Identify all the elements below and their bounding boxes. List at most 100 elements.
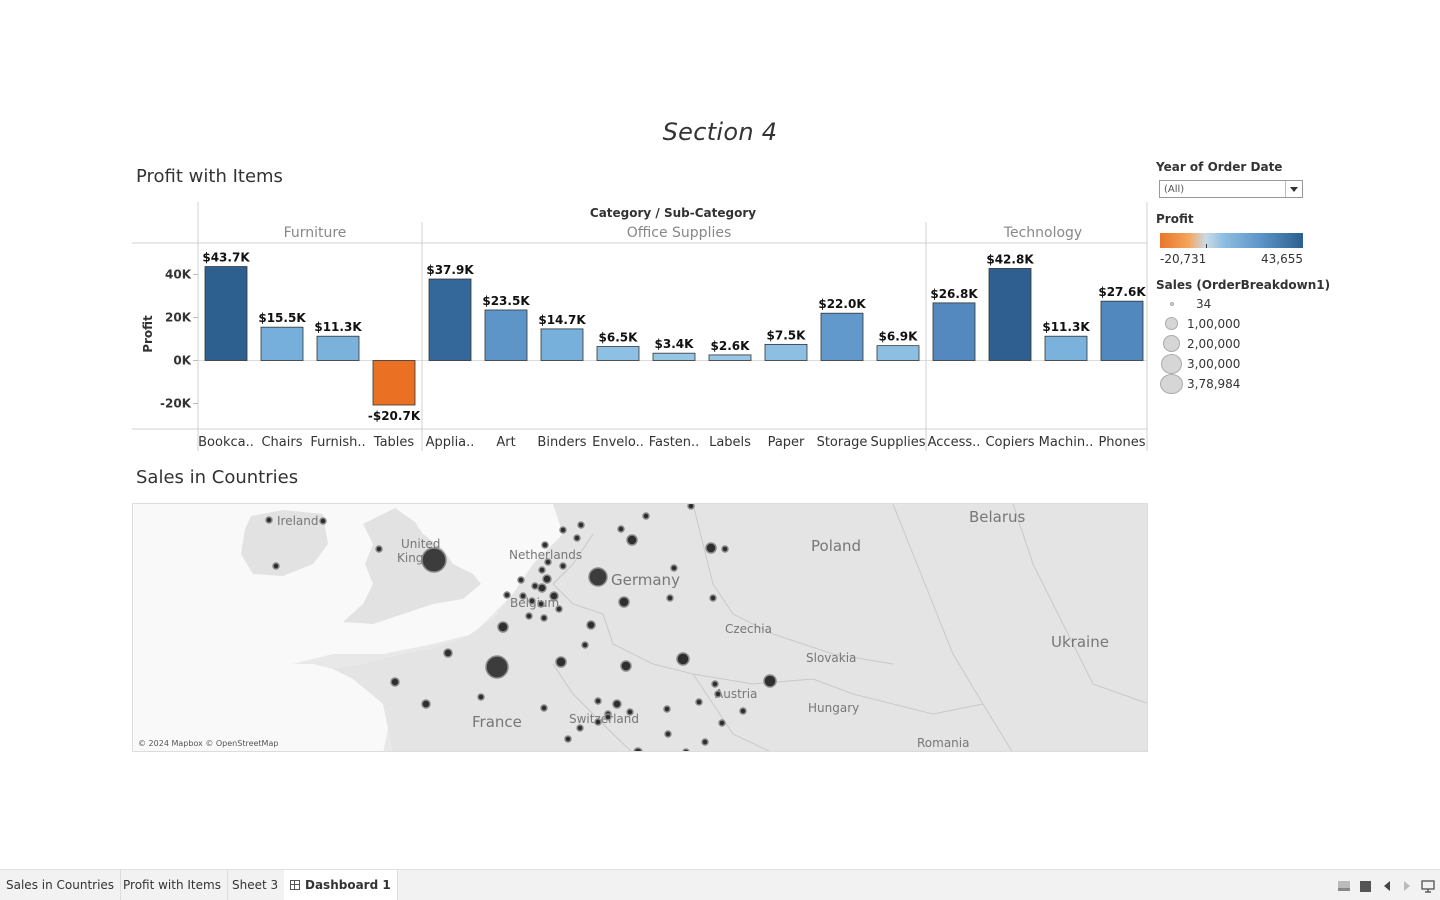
profit-bar[interactable]	[708, 354, 752, 361]
profit-bar[interactable]	[372, 360, 416, 406]
sales-bubble[interactable]	[538, 566, 546, 574]
sales-bubble[interactable]	[594, 697, 602, 705]
sales-bubble[interactable]	[626, 708, 634, 716]
sales-bubble[interactable]	[443, 648, 453, 658]
profit-bar[interactable]	[1044, 335, 1088, 361]
sales-bubble[interactable]	[687, 504, 695, 510]
next-sheet-icon[interactable]	[1398, 870, 1416, 900]
single-view-icon[interactable]	[1357, 870, 1375, 900]
profit-bar[interactable]	[540, 328, 584, 361]
sales-bubble[interactable]	[663, 705, 671, 713]
sales-bubble[interactable]	[555, 656, 567, 668]
sales-bubble[interactable]	[705, 542, 717, 554]
sales-map[interactable]: Ireland United King Netherlands Belgium …	[132, 503, 1148, 752]
sales-bubble[interactable]	[604, 713, 612, 721]
profit-bar[interactable]	[204, 266, 248, 361]
profit-bar[interactable]	[932, 302, 976, 361]
sales-bubble[interactable]	[676, 652, 690, 666]
sales-bubble[interactable]	[642, 512, 650, 520]
sales-bubble[interactable]	[531, 582, 539, 590]
sales-bubble[interactable]	[421, 699, 431, 709]
sales-bubble[interactable]	[564, 735, 572, 743]
sales-bubble[interactable]	[576, 724, 584, 732]
profit-bar[interactable]	[260, 326, 304, 361]
sales-bubble[interactable]	[542, 574, 552, 584]
profit-bar[interactable]	[876, 345, 920, 361]
map-canvas[interactable]: Ireland United King Netherlands Belgium …	[133, 504, 1148, 752]
profit-bar[interactable]	[428, 278, 472, 361]
category-label: Office Supplies	[627, 225, 732, 241]
sales-bubble[interactable]	[528, 597, 536, 605]
sales-bubble[interactable]	[503, 591, 511, 599]
sales-bubble[interactable]	[549, 591, 559, 601]
sales-bubble[interactable]	[540, 614, 548, 622]
sales-bubble[interactable]	[695, 698, 703, 706]
map-attribution[interactable]: © 2024 Mapbox © OpenStreetMap	[138, 739, 279, 748]
sales-bubble[interactable]	[573, 534, 581, 542]
sales-bubble[interactable]	[711, 680, 719, 688]
profit-bar[interactable]	[820, 312, 864, 361]
presentation-mode-icon[interactable]	[1419, 870, 1437, 900]
profit-bar[interactable]	[764, 343, 808, 361]
sales-bubble[interactable]	[577, 521, 585, 529]
profit-bar[interactable]	[1100, 300, 1144, 361]
sales-bubble[interactable]	[709, 594, 717, 602]
sales-bubble[interactable]	[581, 641, 589, 649]
sales-bubble[interactable]	[664, 730, 672, 738]
sales-bubble[interactable]	[620, 660, 632, 672]
sales-bubble[interactable]	[682, 748, 690, 752]
sales-bubble[interactable]	[626, 534, 638, 546]
tab-profit-with-items[interactable]: Profit with Items	[117, 870, 228, 900]
year-filter-dropdown[interactable]: (All)	[1159, 180, 1303, 198]
sales-bubble[interactable]	[375, 545, 383, 553]
sales-bubble[interactable]	[763, 674, 777, 688]
sales-bubble[interactable]	[537, 583, 547, 593]
bar-value-label: $2.6K	[711, 339, 751, 353]
sales-bubble[interactable]	[519, 592, 527, 600]
sales-bubble[interactable]	[390, 677, 400, 687]
sales-bubble[interactable]	[541, 541, 549, 549]
sales-bubble[interactable]	[421, 547, 447, 573]
sales-bubble[interactable]	[721, 545, 729, 553]
tab-sheet-3[interactable]: Sheet 3	[226, 870, 286, 900]
tab-sales-in-countries[interactable]: Sales in Countries	[0, 870, 122, 900]
sales-bubble[interactable]	[670, 564, 678, 572]
sales-bubble[interactable]	[272, 562, 280, 570]
sales-bubble[interactable]	[540, 704, 548, 712]
sales-bubble[interactable]	[666, 594, 674, 602]
sales-bubble[interactable]	[586, 620, 596, 630]
sales-bubble[interactable]	[485, 655, 509, 679]
sales-bubble[interactable]	[525, 612, 533, 620]
sales-bubble[interactable]	[718, 719, 726, 727]
profit-bar[interactable]	[316, 335, 360, 361]
filmstrip-view-icon[interactable]	[1335, 870, 1353, 900]
profit-bar[interactable]	[652, 352, 696, 361]
profit-bar-chart[interactable]: Category / Sub-Category Profit 40K 20K 0K -20…	[0, 0, 1150, 460]
sales-bubble[interactable]	[594, 718, 602, 726]
sales-bubble[interactable]	[265, 516, 273, 524]
sales-bubble[interactable]	[633, 747, 643, 752]
sales-bubble[interactable]	[517, 576, 525, 584]
profit-bar[interactable]	[988, 268, 1032, 361]
sales-bubble[interactable]	[612, 699, 622, 709]
sales-bubble[interactable]	[537, 600, 545, 608]
sales-bubble[interactable]	[559, 526, 567, 534]
sales-bubble[interactable]	[497, 621, 509, 633]
sales-bubble[interactable]	[701, 738, 709, 746]
profit-bar[interactable]	[484, 309, 528, 361]
profit-bar[interactable]	[596, 346, 640, 361]
previous-sheet-icon[interactable]	[1378, 870, 1396, 900]
sales-bubble[interactable]	[559, 562, 567, 570]
sales-bubble[interactable]	[739, 707, 747, 715]
sales-bubble[interactable]	[544, 558, 552, 566]
sales-map-title: Sales in Countries	[136, 467, 299, 488]
sales-bubble[interactable]	[477, 693, 485, 701]
sales-bubble[interactable]	[617, 525, 625, 533]
tab-dashboard-1[interactable]: Dashboard 1	[284, 870, 398, 900]
sales-bubble[interactable]	[618, 596, 630, 608]
chevron-down-icon[interactable]	[1285, 181, 1302, 197]
sales-bubble[interactable]	[555, 605, 563, 613]
sales-bubble[interactable]	[714, 690, 722, 698]
sales-bubble[interactable]	[319, 517, 327, 525]
sales-bubble[interactable]	[588, 567, 608, 587]
